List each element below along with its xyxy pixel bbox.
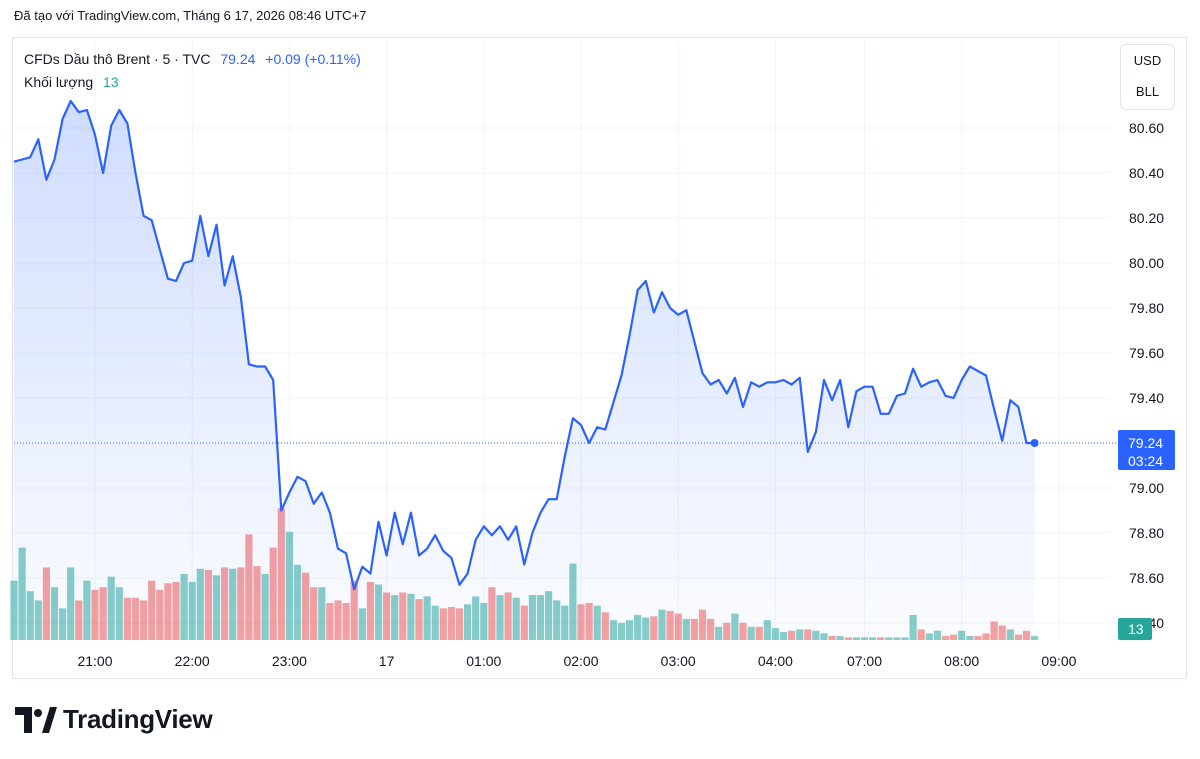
volume-label-box [1118,618,1152,640]
currency-unit-selector[interactable]: USD BLL [1120,44,1175,110]
time-axis-tick: 08:00 [944,653,979,669]
currency-label[interactable]: USD [1133,53,1162,68]
time-axis-tick: 23:00 [272,653,307,669]
last-price-label-box [1118,430,1175,470]
time-axis-tick: 02:00 [563,653,598,669]
last-price-label: 79.24 [1128,435,1163,451]
price-axis-tick: 79.00 [1129,480,1164,496]
price-axis-tick: 80.20 [1129,210,1164,226]
legend-symbol-row: CFDs Dầu thô Brent · 5 · TVC 79.24 +0.09… [24,48,361,71]
price-axis-tick: 79.40 [1129,390,1164,406]
tradingview-logo-text: TradingView [63,704,213,734]
chart-caption: Đã tạo với TradingView.com, Tháng 6 17, … [14,8,367,23]
legend-change: +0.09 (+0.11%) [265,51,361,67]
time-axis-tick: 01:00 [466,653,501,669]
price-line [13,99,1035,591]
time-axis-tick: 17 [379,653,395,669]
tradingview-logo-icon [15,706,57,733]
last-price-dot [1030,439,1039,447]
price-axis-tick: 79.60 [1129,345,1164,361]
legend-price: 79.24 [220,51,256,67]
volume-label[interactable]: Khối lượng [24,74,94,90]
time-axis-tick: 22:00 [175,653,210,669]
price-axis-tick: 80.00 [1129,255,1164,271]
volume-axis-label: 13 [1128,621,1144,637]
price-axis-tick: 80.40 [1129,165,1164,181]
price-axis-tick: 79.80 [1129,300,1164,316]
price-axis-tick: 78.60 [1129,570,1164,586]
price-area [14,101,1035,640]
time-axis-tick: 03:00 [661,653,696,669]
price-axis-tick: 80.60 [1129,120,1164,136]
volume-value: 13 [103,74,119,90]
time-axis-tick: 04:00 [758,653,793,669]
tradingview-logo[interactable]: TradingView [15,704,213,735]
time-axis-tick: 09:00 [1041,653,1076,669]
unit-label[interactable]: BLL [1135,84,1160,99]
legend-volume-row: Khối lượng 13 [24,71,361,94]
volume-bar [10,580,18,640]
bar-countdown-label: 03:24 [1128,453,1163,469]
chart-legend: CFDs Dầu thô Brent · 5 · TVC 79.24 +0.09… [24,48,361,94]
symbol-name[interactable]: CFDs Dầu thô Brent · 5 · TVC [24,51,211,67]
price-axis-tick: 78.80 [1129,525,1164,541]
time-axis-tick: 07:00 [847,653,882,669]
time-axis-tick: 21:00 [77,653,112,669]
